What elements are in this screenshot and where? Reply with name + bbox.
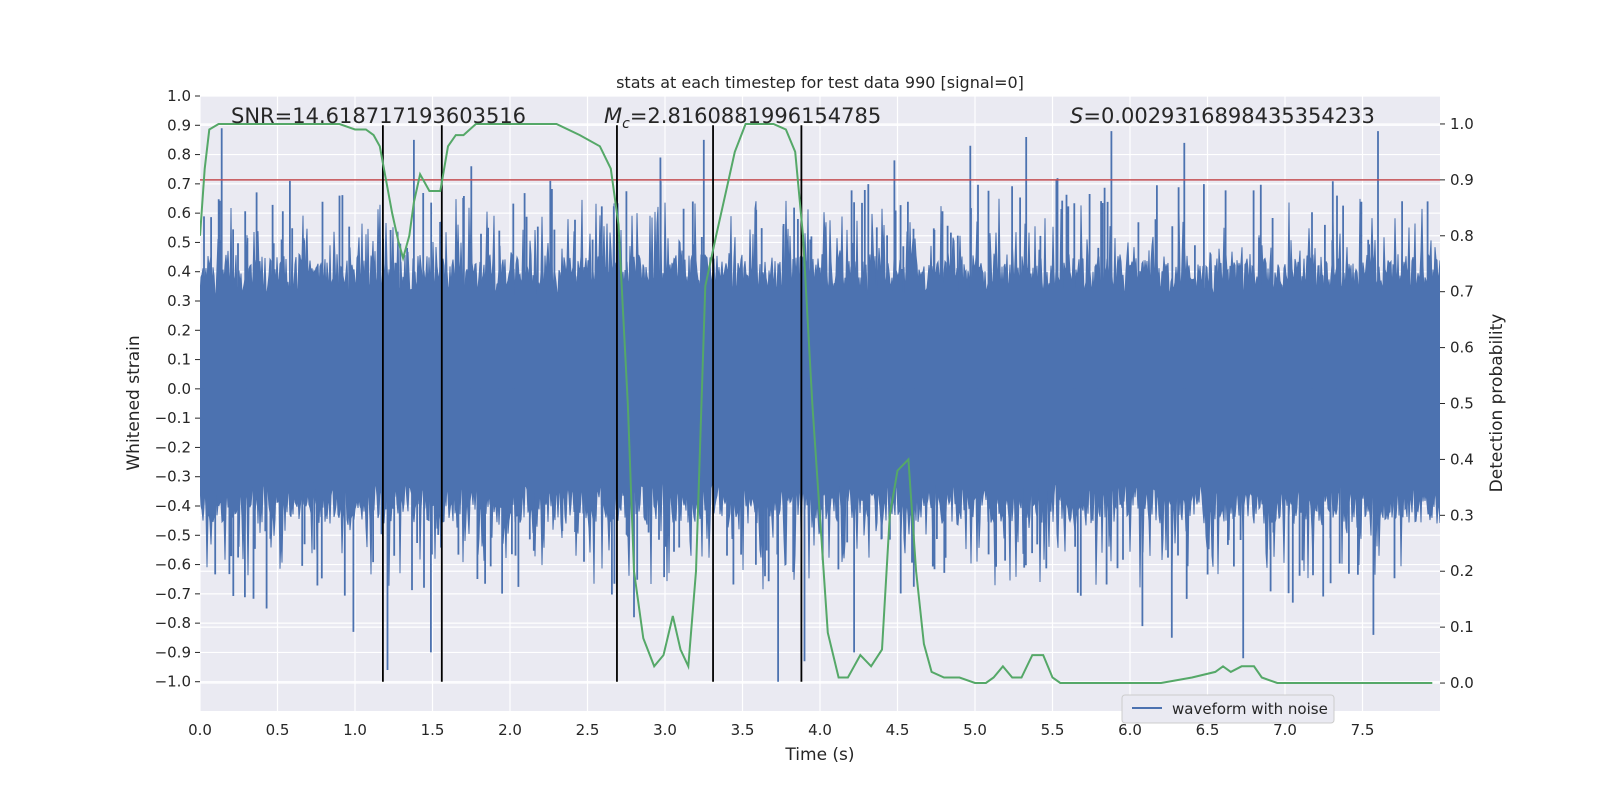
x-tick-label: 2.5 bbox=[576, 721, 600, 739]
y2-tick-label: 0.4 bbox=[1450, 450, 1474, 468]
x-tick-label: 5.0 bbox=[963, 721, 987, 739]
x-tick-label: 3.5 bbox=[731, 721, 755, 739]
y-tick-label: −0.2 bbox=[155, 438, 191, 456]
y-tick-label: 0.4 bbox=[167, 263, 191, 281]
y2-tick-label: 0.6 bbox=[1450, 339, 1474, 357]
y-tick-label: 0.2 bbox=[167, 321, 191, 339]
y2-tick-label: 0.3 bbox=[1450, 506, 1474, 524]
y2-tick-label: 0.1 bbox=[1450, 618, 1474, 636]
y-tick-label: 0.8 bbox=[167, 146, 191, 164]
plot-area bbox=[200, 123, 1440, 684]
x-tick-label: 3.0 bbox=[653, 721, 677, 739]
y-tick-label: 1.0 bbox=[167, 87, 191, 105]
x-tick-label: 7.5 bbox=[1351, 721, 1375, 739]
y2-tick-label: 0.8 bbox=[1450, 227, 1474, 245]
detection-probability-series bbox=[200, 123, 1433, 684]
legend: waveform with noise bbox=[1121, 694, 1335, 724]
y-tick-label: 0.5 bbox=[167, 233, 191, 251]
y-axis-ticks: 1.0 0.9 0.8 0.7 0.6 0.5 0.4 0.3 0.2 0.1 0.0 −0.1 −0.… bbox=[155, 87, 200, 691]
y2-axis-ticks: 1.0 0.9 0.8 0.7 0.6 0.5 0.4 0.3 0.2 0.1 0.0 bbox=[1440, 115, 1474, 692]
y-tick-label: 0.9 bbox=[167, 116, 191, 134]
y-tick-label: −0.5 bbox=[155, 526, 191, 544]
x-tick-label: 0.5 bbox=[266, 721, 290, 739]
chirp-mass-value: =2.8160881996154785 bbox=[630, 104, 881, 128]
y-tick-label: −1.0 bbox=[155, 673, 191, 691]
x-tick-label: 4.0 bbox=[808, 721, 832, 739]
y-tick-label: −0.8 bbox=[155, 614, 191, 632]
waveform-noise-spikes bbox=[203, 128, 1429, 682]
y-tick-label: −0.4 bbox=[155, 497, 191, 515]
snr-annotation: SNR=14.618717193603516 bbox=[231, 104, 526, 128]
y2-tick-label: 0.7 bbox=[1450, 283, 1474, 301]
y-tick-label: 0.6 bbox=[167, 204, 191, 222]
y-tick-label: −0.9 bbox=[155, 643, 191, 661]
chart-title: stats at each timestep for test data 990… bbox=[616, 73, 1024, 92]
y-tick-label: −0.1 bbox=[155, 409, 191, 427]
y-axis-label: Whitened strain bbox=[124, 335, 144, 470]
y-tick-label: −0.6 bbox=[155, 556, 191, 574]
y-tick-label: 0.0 bbox=[167, 380, 191, 398]
x-tick-label: 0.0 bbox=[188, 721, 212, 739]
y2-axis-label: Detection probability bbox=[1487, 314, 1507, 493]
x-tick-label: 1.5 bbox=[421, 721, 445, 739]
y2-tick-label: 0.0 bbox=[1450, 674, 1474, 692]
x-axis-ticks: 0.0 0.5 1.0 1.5 2.0 2.5 3.0 3.5 4.0 4.5 5.0 5.5 6.0 6… bbox=[188, 721, 1374, 739]
x-tick-label: 4.5 bbox=[886, 721, 910, 739]
legend-box bbox=[1121, 694, 1335, 724]
s-statistic-symbol: S bbox=[1070, 104, 1083, 128]
y2-tick-label: 0.5 bbox=[1450, 395, 1474, 413]
y2-tick-label: 0.9 bbox=[1450, 171, 1474, 189]
x-tick-label: 6.5 bbox=[1196, 721, 1220, 739]
chirp-mass-subscript: c bbox=[622, 116, 630, 132]
x-tick-label: 7.0 bbox=[1273, 721, 1297, 739]
x-axis-label: Time (s) bbox=[784, 745, 854, 765]
y2-tick-label: 1.0 bbox=[1450, 115, 1474, 133]
chirp-mass-annotation: Mc=2.8160881996154785 bbox=[604, 104, 881, 132]
s-statistic-annotation: S=0.0029316898435354233 bbox=[1070, 104, 1375, 128]
y-tick-label: 0.7 bbox=[167, 175, 191, 193]
y2-tick-label: 0.2 bbox=[1450, 562, 1474, 580]
y-tick-label: 0.1 bbox=[167, 351, 191, 369]
x-tick-label: 2.0 bbox=[498, 721, 522, 739]
legend-label: waveform with noise bbox=[1172, 700, 1328, 718]
y-tick-label: −0.7 bbox=[155, 585, 191, 603]
y-tick-label: −0.3 bbox=[155, 468, 191, 486]
y-tick-label: 0.3 bbox=[167, 292, 191, 310]
x-tick-label: 5.5 bbox=[1041, 721, 1065, 739]
x-tick-label: 6.0 bbox=[1118, 721, 1142, 739]
chirp-mass-symbol: M bbox=[604, 104, 622, 128]
x-tick-label: 1.0 bbox=[343, 721, 367, 739]
s-statistic-value: =0.0029316898435354233 bbox=[1083, 104, 1375, 128]
